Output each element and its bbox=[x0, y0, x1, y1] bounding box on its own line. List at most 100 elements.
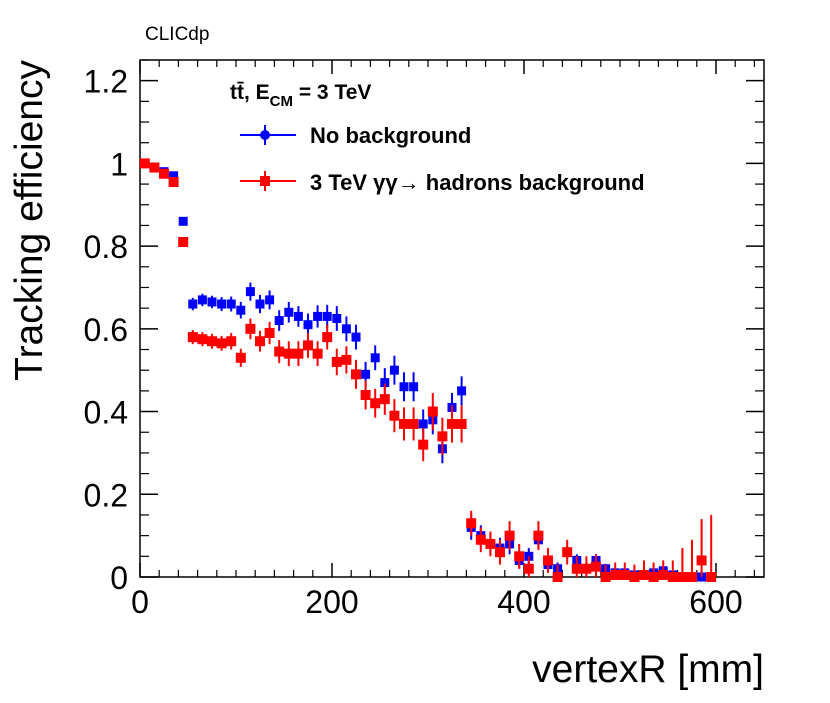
plot-frame bbox=[139, 59, 765, 578]
data-point bbox=[456, 418, 467, 429]
data-point bbox=[313, 311, 323, 321]
data-point bbox=[284, 307, 294, 317]
data-point bbox=[226, 336, 237, 347]
data-point bbox=[255, 299, 265, 309]
legend-label-background: 3 TeV γγ→ hadrons background bbox=[310, 170, 645, 195]
data-point bbox=[351, 332, 361, 342]
legend: tt̄, ECM = 3 TeV No background 3 TeV γγ→… bbox=[230, 81, 645, 195]
data-point bbox=[629, 572, 640, 582]
data-point bbox=[667, 572, 678, 582]
data-point bbox=[706, 572, 717, 582]
axis-ticks bbox=[139, 59, 764, 578]
data-point bbox=[399, 382, 409, 392]
data-point bbox=[226, 299, 236, 309]
data-point bbox=[351, 369, 361, 380]
x-tick-label: 400 bbox=[497, 584, 550, 620]
data-point bbox=[677, 572, 688, 582]
data-point bbox=[379, 394, 390, 405]
data-point bbox=[265, 295, 275, 305]
data-series-layer bbox=[139, 158, 717, 582]
data-point bbox=[332, 314, 342, 323]
legend-marker-red bbox=[260, 176, 270, 186]
data-point bbox=[217, 299, 227, 309]
y-tick-label: 0.4 bbox=[84, 395, 128, 431]
x-axis-title: vertexR [mm] bbox=[532, 648, 764, 691]
data-point bbox=[188, 299, 198, 309]
data-point bbox=[514, 551, 525, 562]
data-point bbox=[639, 569, 649, 580]
data-point bbox=[341, 324, 351, 334]
data-point bbox=[591, 561, 601, 572]
plot-area-border bbox=[139, 59, 765, 578]
data-point bbox=[255, 336, 265, 347]
data-point bbox=[293, 348, 304, 359]
data-point bbox=[418, 419, 428, 429]
data-point bbox=[552, 572, 563, 582]
data-point bbox=[312, 348, 323, 359]
data-point bbox=[696, 555, 707, 566]
data-point bbox=[370, 353, 380, 363]
data-point bbox=[370, 398, 381, 409]
data-point bbox=[293, 311, 303, 321]
data-point bbox=[408, 418, 419, 429]
series-no-background bbox=[140, 158, 716, 582]
data-point bbox=[168, 177, 179, 188]
data-point bbox=[600, 572, 611, 582]
watermark: CLICdp bbox=[145, 24, 209, 45]
data-point bbox=[571, 563, 582, 574]
data-point bbox=[159, 168, 169, 179]
data-point bbox=[322, 311, 332, 321]
data-point bbox=[533, 530, 544, 541]
data-point bbox=[504, 530, 515, 541]
legend-entry-no-background: No background bbox=[240, 123, 471, 148]
data-point bbox=[457, 386, 467, 396]
data-point bbox=[178, 216, 188, 226]
data-point bbox=[197, 334, 208, 345]
data-point bbox=[149, 162, 160, 173]
data-point bbox=[245, 323, 256, 334]
y-tick-label: 0.2 bbox=[84, 477, 128, 513]
data-point bbox=[466, 518, 477, 529]
data-point bbox=[399, 418, 409, 429]
data-point bbox=[207, 297, 217, 307]
data-point bbox=[523, 563, 534, 574]
legend-marker-blue bbox=[260, 130, 270, 140]
data-point bbox=[389, 410, 400, 421]
data-point bbox=[197, 295, 207, 305]
data-point bbox=[207, 336, 217, 347]
data-point bbox=[581, 563, 592, 574]
y-tick-label: 0.6 bbox=[84, 312, 128, 348]
data-point bbox=[216, 338, 227, 349]
data-point bbox=[322, 332, 333, 343]
data-point bbox=[658, 569, 669, 580]
data-point bbox=[283, 348, 294, 359]
y-tick-label: 0 bbox=[110, 560, 128, 596]
x-tick-label: 0 bbox=[131, 584, 149, 620]
x-tick-label: 600 bbox=[689, 584, 742, 620]
legend-title: tt̄, ECM = 3 TeV bbox=[230, 81, 371, 110]
data-point bbox=[331, 356, 342, 367]
data-point bbox=[178, 236, 189, 247]
y-axis-title: Tracking efficiency bbox=[8, 60, 51, 381]
data-point bbox=[495, 547, 505, 558]
data-point bbox=[380, 378, 390, 388]
series-background bbox=[139, 158, 717, 582]
legend-label-no-background: No background bbox=[310, 123, 471, 148]
data-point bbox=[610, 569, 621, 580]
data-point bbox=[437, 431, 448, 442]
data-point bbox=[562, 547, 573, 558]
data-point bbox=[447, 418, 457, 429]
x-tick-label: 200 bbox=[305, 584, 358, 620]
data-point bbox=[341, 354, 352, 365]
data-point bbox=[139, 158, 150, 169]
data-point bbox=[418, 439, 429, 450]
legend-title-tail: = 3 TeV bbox=[293, 81, 371, 104]
data-point bbox=[485, 538, 496, 549]
legend-entry-background: 3 TeV γγ→ hadrons background bbox=[240, 170, 645, 195]
data-point bbox=[409, 382, 419, 392]
data-point bbox=[236, 305, 246, 315]
y-tick-label: 1.2 bbox=[84, 64, 128, 100]
axis-tick-labels: 0 200 400 600 0 0.2 0.4 0.6 0.8 1 1.2 bbox=[84, 64, 743, 620]
data-point bbox=[619, 569, 630, 580]
